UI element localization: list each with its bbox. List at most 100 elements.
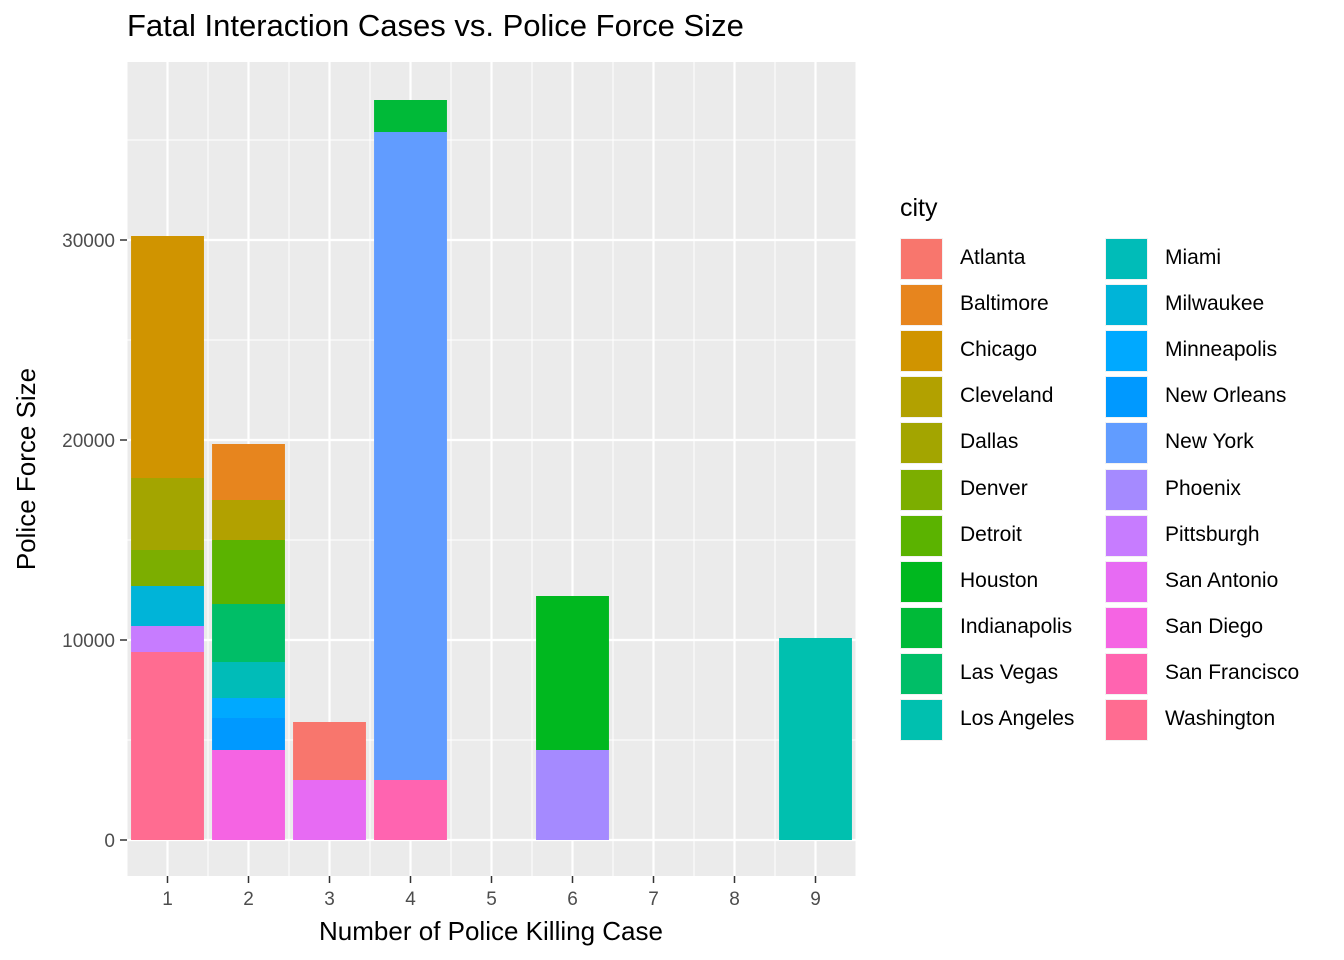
legend-label: New Orleans: [1165, 384, 1287, 408]
x-tick-label: 7: [648, 889, 659, 910]
legend-key: [1105, 238, 1148, 280]
legend-label: Indianapolis: [960, 614, 1073, 638]
legend-swatch: [1106, 285, 1147, 326]
legend-label: Minneapolis: [1165, 338, 1278, 362]
bar-segment-houston-x6: [536, 596, 609, 750]
legend-key: [1105, 330, 1148, 373]
bar-segment-minneapolis-x2: [212, 698, 285, 718]
legend-key: [900, 376, 943, 419]
legend-swatch: [1106, 423, 1147, 464]
legend-swatch: [901, 561, 942, 602]
legend-label: Milwaukee: [1165, 292, 1265, 316]
legend-key: [900, 514, 943, 557]
x-tick-label: 1: [162, 889, 173, 910]
legend-label: Detroit: [960, 522, 1022, 546]
legend-label: Miami: [1165, 246, 1221, 269]
legend-key: [900, 560, 943, 603]
legend-swatch: [1106, 469, 1147, 510]
legend-key: [1105, 560, 1148, 603]
x-tick-label: 2: [243, 889, 254, 910]
x-tick-label: 4: [405, 889, 416, 910]
bar-segment-phoenix-x6: [536, 750, 609, 840]
y-tick-label: 30000: [62, 231, 115, 252]
legend-label: San Diego: [1165, 614, 1264, 638]
legend-label: Pittsburgh: [1165, 522, 1260, 546]
x-tick-label: 8: [729, 889, 740, 910]
legend-swatch: [1106, 239, 1147, 279]
legend-key: [900, 606, 943, 649]
legend-key: [1105, 514, 1148, 557]
legend-label: Los Angeles: [960, 707, 1075, 730]
legend-key: [1105, 468, 1148, 511]
legend-key: [1105, 284, 1148, 327]
bar-segment-pittsburgh-x1: [131, 626, 204, 652]
legend-key: [900, 330, 943, 373]
y-tick-label: 10000: [62, 631, 115, 652]
bar-segment-las-vegas-x2: [212, 604, 285, 662]
legend-label: Las Vegas: [960, 660, 1059, 684]
y-tick-label: 20000: [62, 431, 115, 452]
legend-label: Atlanta: [960, 246, 1026, 269]
legend-key: [900, 238, 943, 280]
legend-label: Baltimore: [960, 292, 1049, 316]
x-tick-label: 9: [810, 889, 821, 910]
legend-swatch: [901, 423, 942, 464]
bar-layer: [131, 100, 852, 840]
legend-label: Cleveland: [960, 384, 1054, 408]
bar-segment-san-antonio-x3: [293, 780, 366, 840]
legend-swatch: [1106, 515, 1147, 556]
axis-layer: 0 10000 20000 30000 1 2 3 4 5 6 7 8 9: [62, 231, 821, 910]
legend-swatch: [901, 653, 942, 694]
bar-segment-san-diego-x2: [212, 750, 285, 840]
legend-label: Washington: [1165, 707, 1276, 730]
bar-segment-san-francisco-x4: [374, 780, 447, 840]
legend-swatch: [1106, 561, 1147, 602]
legend-key: [900, 284, 943, 327]
legend-swatch: [901, 331, 942, 372]
bar-segment-atlanta-x3: [293, 722, 366, 780]
legend-label: Phoenix: [1165, 476, 1241, 500]
legend-swatch: [901, 377, 942, 418]
legend-swatch: [1106, 607, 1147, 648]
legend-swatch: [901, 469, 942, 510]
legend-key: [1105, 652, 1148, 695]
y-tick-label: 0: [104, 831, 115, 852]
bar-segment-cleveland-x2: [212, 500, 285, 540]
bar-segment-indianapolis-x4: [374, 100, 447, 132]
legend-swatch: [1106, 331, 1147, 372]
legend-swatch: [1106, 700, 1147, 740]
legend-key: [900, 422, 943, 465]
legend-swatch: [901, 700, 942, 740]
legend-key: [1105, 376, 1148, 419]
bar-segment-washington-x1: [131, 652, 204, 840]
legend-label: Chicago: [960, 338, 1038, 362]
legend-key: [1105, 606, 1148, 649]
legend-key: [1105, 422, 1148, 465]
legend-swatch: [901, 607, 942, 648]
x-tick-label: 3: [324, 889, 335, 910]
bar-segment-denver-x1: [131, 550, 204, 586]
legend-key: [900, 468, 943, 511]
bar-segment-new-york-x4: [374, 132, 447, 780]
bar-segment-detroit-x2: [212, 540, 285, 604]
legend-key: [1105, 699, 1148, 741]
chart-title: Fatal Interaction Cases vs. Police Force…: [127, 8, 744, 43]
bar-segment-miami-x2: [212, 662, 285, 698]
bar-segment-dallas-x1: [131, 478, 204, 550]
legend-label: Denver: [960, 476, 1028, 500]
legend-swatch: [901, 285, 942, 326]
y-axis-title: Police Force Size: [11, 368, 41, 570]
legend-label: Houston: [960, 568, 1039, 592]
bar-segment-los-angeles-x9: [779, 638, 852, 840]
legend-title: city: [900, 194, 938, 222]
legend-swatch: [901, 515, 942, 556]
bar-segment-chicago-x1: [131, 236, 204, 478]
legend-swatch: [1106, 377, 1147, 418]
legend-label: New York: [1165, 430, 1254, 454]
legend-key: [900, 699, 943, 741]
bar-segment-milwaukee-x1: [131, 586, 204, 626]
legend-label: San Francisco: [1165, 660, 1300, 684]
legend-key: [900, 652, 943, 695]
legend-label: Dallas: [960, 430, 1019, 454]
